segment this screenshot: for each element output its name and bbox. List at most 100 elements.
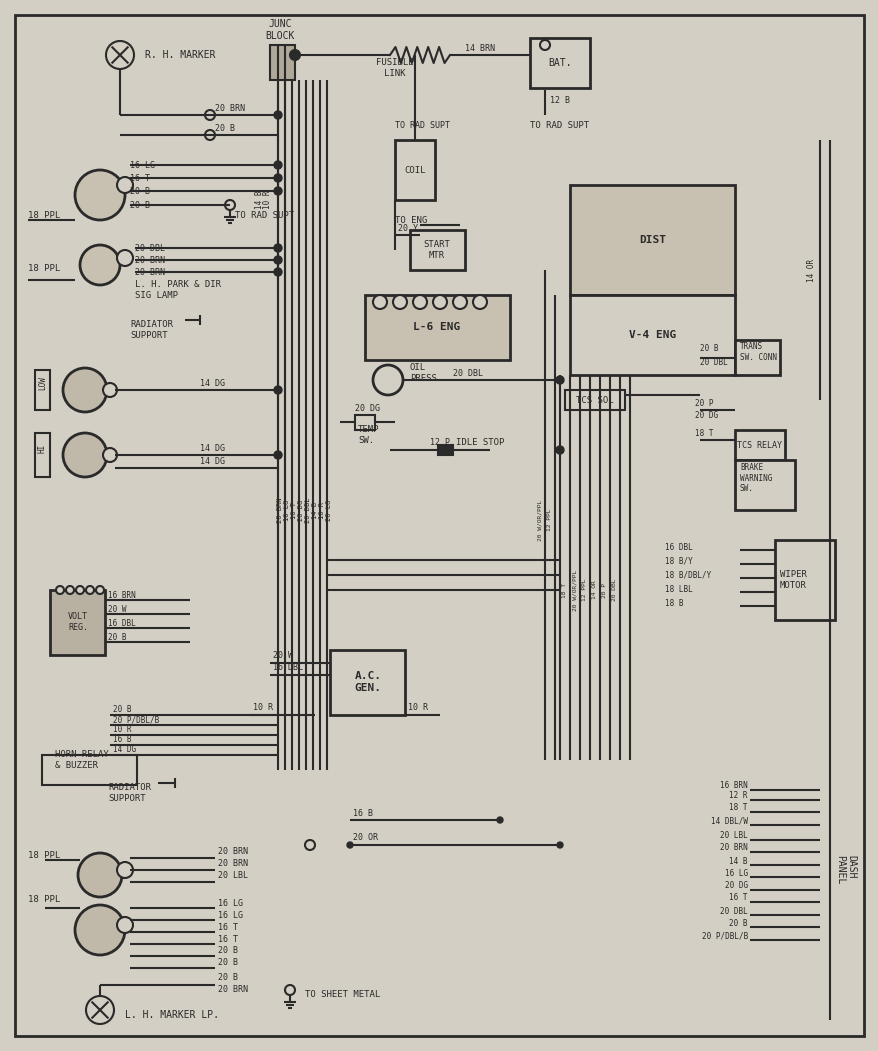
Text: TO SHEET METAL: TO SHEET METAL <box>305 990 380 1000</box>
Text: 18 T: 18 T <box>562 582 567 598</box>
Text: 20 B: 20 B <box>130 201 150 209</box>
Text: TCS SOL: TCS SOL <box>576 395 613 405</box>
Text: 20 LG: 20 LG <box>326 499 332 520</box>
Text: 18 PPL: 18 PPL <box>28 264 61 272</box>
Circle shape <box>117 250 133 266</box>
Text: 10 R: 10 R <box>263 190 272 209</box>
Bar <box>35 370 50 410</box>
Text: V-4 ENG: V-4 ENG <box>629 330 676 341</box>
Text: IDLE STOP: IDLE STOP <box>456 437 504 447</box>
Text: 18 PPL: 18 PPL <box>28 850 61 860</box>
Text: 20 B: 20 B <box>699 344 717 352</box>
Text: 20 BRN: 20 BRN <box>218 986 248 994</box>
Text: 20 B: 20 B <box>218 947 238 955</box>
Circle shape <box>556 446 564 454</box>
Bar <box>774 540 834 620</box>
Text: 16 DBL: 16 DBL <box>273 663 303 673</box>
Text: 18 T: 18 T <box>694 429 713 437</box>
Text: 16 T: 16 T <box>218 923 238 931</box>
Text: 20 DBL: 20 DBL <box>612 579 617 601</box>
Text: 20 DBL: 20 DBL <box>135 244 165 252</box>
Text: 20 LBL: 20 LBL <box>719 831 747 841</box>
Text: OIL
PRESS: OIL PRESS <box>409 364 436 383</box>
Text: L-6 ENG: L-6 ENG <box>413 322 460 332</box>
Text: 20 BRN: 20 BRN <box>215 103 245 112</box>
Text: 18 LBL: 18 LBL <box>665 584 692 594</box>
Circle shape <box>78 853 122 897</box>
Text: 20 BRN: 20 BRN <box>218 859 248 867</box>
Circle shape <box>274 187 282 195</box>
Circle shape <box>274 111 282 119</box>
Text: L. H. PARK & DIR
SIG LAMP: L. H. PARK & DIR SIG LAMP <box>135 281 220 300</box>
Bar <box>409 230 464 270</box>
Circle shape <box>103 383 117 397</box>
Bar <box>734 430 784 460</box>
Circle shape <box>274 161 282 169</box>
Text: HI: HI <box>38 444 47 453</box>
Text: 16 LG: 16 LG <box>218 910 242 920</box>
Circle shape <box>274 268 282 276</box>
Text: 14 DG: 14 DG <box>113 745 136 755</box>
Text: 12 PPL: 12 PPL <box>547 509 552 531</box>
Text: 10 R: 10 R <box>319 501 325 518</box>
Circle shape <box>75 170 125 220</box>
Circle shape <box>274 386 282 394</box>
Text: 18 B/DBL/Y: 18 B/DBL/Y <box>665 571 710 579</box>
Text: JUNC
BLOCK: JUNC BLOCK <box>265 19 294 41</box>
Text: 20 B: 20 B <box>218 959 238 968</box>
Text: HORN RELAY
& BUZZER: HORN RELAY & BUZZER <box>55 750 109 769</box>
Text: 20 DBL: 20 DBL <box>699 357 727 367</box>
Text: 20 B: 20 B <box>215 124 234 132</box>
Circle shape <box>305 840 314 850</box>
Circle shape <box>56 586 64 594</box>
Text: 20 BRN: 20 BRN <box>135 255 165 265</box>
Text: LOW: LOW <box>38 376 47 390</box>
Circle shape <box>452 295 466 309</box>
Text: 18 B: 18 B <box>665 598 683 607</box>
Circle shape <box>372 365 402 395</box>
Text: 20 P/DBL/B: 20 P/DBL/B <box>113 716 159 724</box>
Text: 18 T: 18 T <box>729 804 747 812</box>
Bar <box>569 295 734 375</box>
Text: 14 OR: 14 OR <box>807 259 816 282</box>
Circle shape <box>75 905 125 955</box>
Text: 14 B: 14 B <box>312 501 318 518</box>
Text: 10 R: 10 R <box>407 703 428 713</box>
Bar <box>734 460 794 510</box>
Bar <box>734 341 779 375</box>
Text: TRANS
SW. CONN: TRANS SW. CONN <box>739 343 776 362</box>
Text: L. H. MARKER LP.: L. H. MARKER LP. <box>125 1010 219 1021</box>
Circle shape <box>117 918 133 933</box>
Circle shape <box>96 586 104 594</box>
Text: COIL: COIL <box>404 165 425 174</box>
Circle shape <box>117 862 133 878</box>
Text: 20 BRN: 20 BRN <box>135 268 165 276</box>
Circle shape <box>274 256 282 264</box>
Text: 18 B/Y: 18 B/Y <box>665 556 692 565</box>
Text: 20 DBL: 20 DBL <box>305 497 311 522</box>
Bar <box>42 755 137 785</box>
Text: 20 BRN: 20 BRN <box>719 844 747 852</box>
Bar <box>355 415 375 430</box>
Circle shape <box>496 817 502 823</box>
Bar <box>529 38 589 88</box>
Text: 16 T: 16 T <box>729 893 747 903</box>
Circle shape <box>205 130 215 140</box>
Text: TCS RELAY: TCS RELAY <box>737 440 781 450</box>
Text: 20 W: 20 W <box>108 604 126 614</box>
Text: 14 DG: 14 DG <box>200 456 225 466</box>
Text: BRAKE
WARNING
SW.: BRAKE WARNING SW. <box>739 463 772 493</box>
Circle shape <box>433 295 447 309</box>
Circle shape <box>472 295 486 309</box>
Text: 20 DG: 20 DG <box>298 499 304 520</box>
Circle shape <box>225 200 234 210</box>
Bar <box>270 45 295 80</box>
Text: 14 BRN: 14 BRN <box>464 43 494 53</box>
Text: DASH
PANEL: DASH PANEL <box>834 856 856 885</box>
Circle shape <box>557 842 563 848</box>
Text: DIST: DIST <box>639 235 666 245</box>
Text: 16 B: 16 B <box>113 736 132 744</box>
Circle shape <box>103 448 117 462</box>
Circle shape <box>392 295 407 309</box>
Text: 14 DG: 14 DG <box>200 444 225 453</box>
